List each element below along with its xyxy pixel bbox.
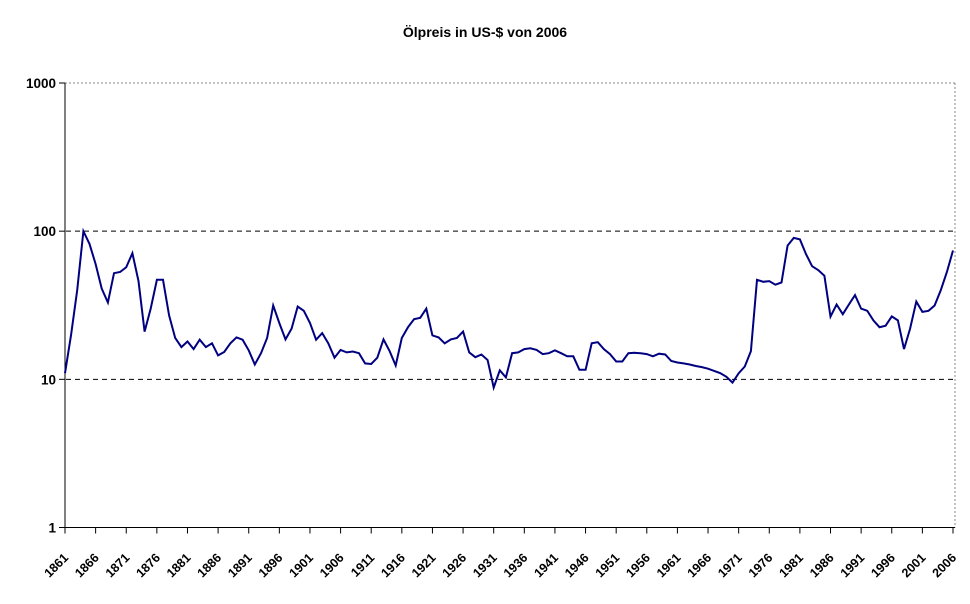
x-tick-label-1921: 1921 [409,551,439,581]
x-tick-label-1966: 1966 [685,551,715,581]
x-tick-label-2001: 2001 [899,551,929,581]
x-tick-label-1976: 1976 [746,551,776,581]
x-tick-label-1981: 1981 [776,551,806,581]
x-tick-label-1996: 1996 [868,551,898,581]
x-tick-label-1901: 1901 [287,551,317,581]
x-tick-label-1986: 1986 [807,551,837,581]
y-tick-label-100: 100 [33,224,56,239]
x-tick-label-1926: 1926 [440,551,470,581]
x-tick-label-1886: 1886 [195,551,225,581]
x-tick-label-1891: 1891 [225,551,255,581]
x-tick-label-1961: 1961 [654,551,684,581]
y-tick-label-1: 1 [48,521,56,536]
x-tick-label-1911: 1911 [348,551,377,580]
x-tick-label-1916: 1916 [378,551,408,581]
x-tick-label-1906: 1906 [317,551,347,581]
chart-title: Ölpreis in US-$ von 2006 [402,24,568,40]
x-tick-label-2006: 2006 [930,551,960,581]
x-tick-label-1866: 1866 [72,551,102,581]
x-tick-label-1951: 1951 [593,551,623,581]
x-tick-label-1876: 1876 [133,551,163,581]
x-tick-label-1956: 1956 [623,551,653,581]
x-tick-label-1971: 1971 [715,551,745,581]
x-tick-label-1896: 1896 [256,551,286,581]
x-tick-label-1941: 1941 [531,551,561,581]
x-tick-label-1861: 1861 [42,551,72,581]
x-tick-label-1931: 1931 [470,551,500,581]
oil-price-series-line [64,227,954,392]
y-tick-label-10: 10 [41,372,56,387]
x-tick-label-1946: 1946 [562,551,592,581]
x-tick-label-1936: 1936 [501,551,531,581]
x-tick-label-1991: 1991 [838,551,868,581]
x-tick-label-1871: 1871 [103,551,133,581]
y-tick-label-1000: 1000 [26,76,56,91]
x-tick-label-1881: 1881 [164,551,194,581]
